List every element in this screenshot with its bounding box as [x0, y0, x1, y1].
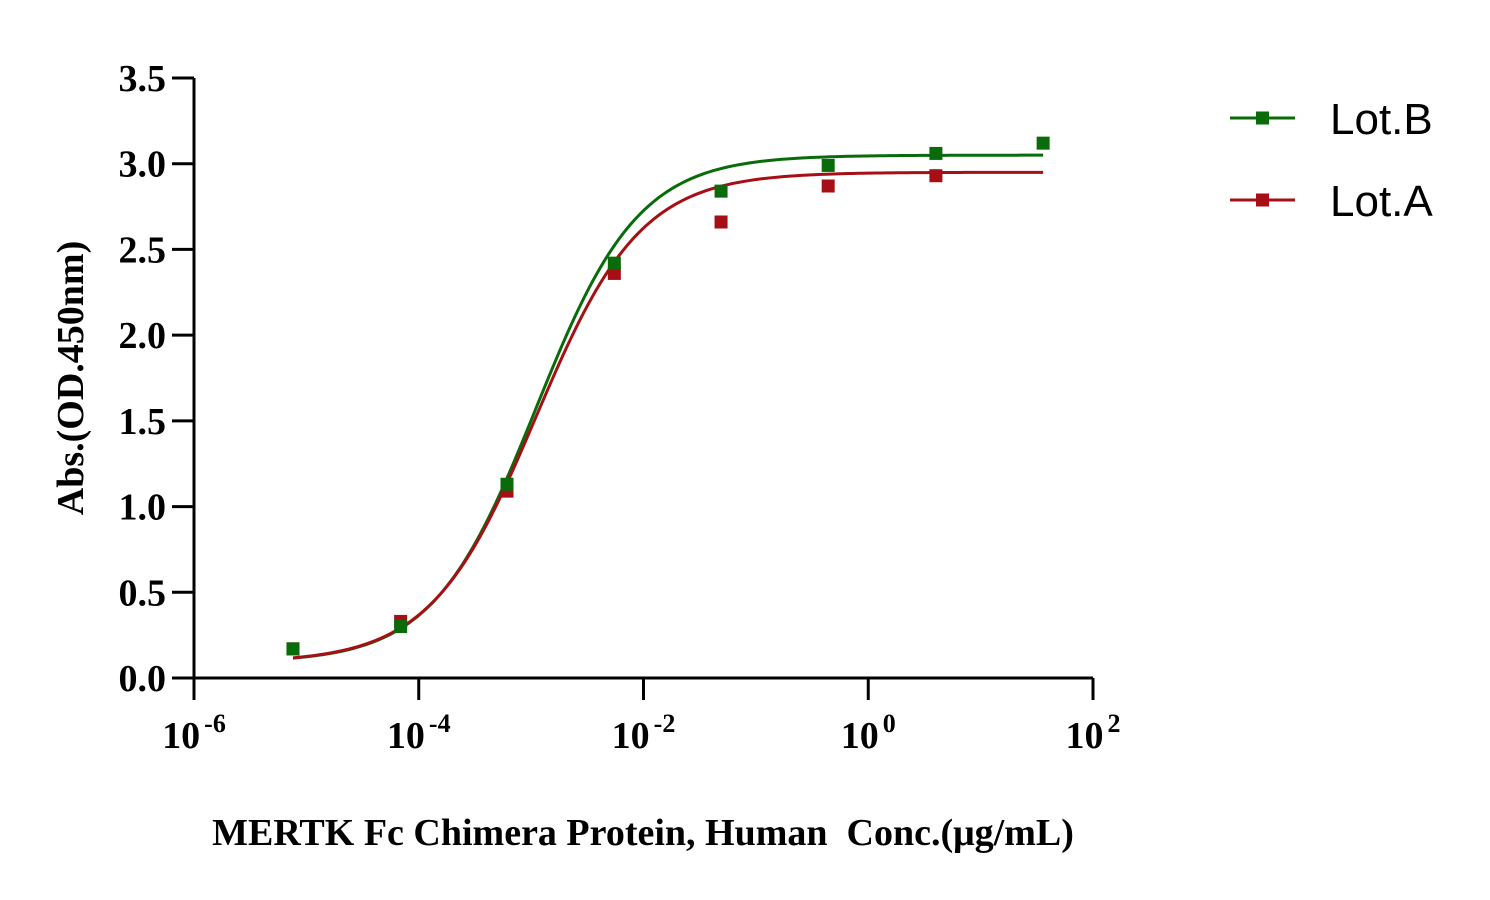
x-tick-label: 10 -6: [162, 709, 226, 757]
y-axis: 0.0 0.5 1.0 1.5 2.0 2.5 3.0 3.5: [119, 58, 196, 700]
y-axis-title: Abs.(OD.450nm): [50, 241, 92, 515]
fit-curve-lot-a: [292, 170, 1044, 660]
data-point: [821, 158, 835, 172]
legend: Lot.B Lot.A: [1230, 95, 1433, 226]
x-axis: 10 -6 10 -4 10 -2 10 0 10 2: [162, 676, 1121, 757]
data-point: [714, 215, 728, 229]
y-tick-label: 2.5: [119, 229, 167, 271]
x-tick-label: 10 0: [841, 709, 896, 757]
fit-curves: [292, 153, 1044, 660]
x-tick-label: 10 -4: [387, 709, 451, 757]
data-point: [714, 184, 728, 198]
x-axis-title: MERTK Fc Chimera Protein, Human Conc.(μg…: [212, 812, 1074, 854]
fit-curve-lot-b: [292, 153, 1044, 660]
data-point: [821, 179, 835, 193]
x-tick-label: 10 2: [1066, 709, 1121, 757]
data-point: [1036, 136, 1050, 150]
x-tick-label: 10 -2: [612, 709, 676, 757]
data-point: [929, 169, 943, 183]
y-tick-label: 1.0: [119, 487, 167, 529]
data-point: [607, 256, 621, 270]
y-tick-label: 1.5: [119, 401, 167, 443]
data-point: [607, 266, 621, 280]
y-tick-label: 3.5: [119, 58, 167, 100]
data-point: [500, 477, 514, 491]
legend-label: Lot.A: [1330, 177, 1433, 226]
legend-marker: [1256, 193, 1269, 207]
y-tick-label: 0.0: [119, 658, 167, 700]
legend-label: Lot.B: [1330, 95, 1433, 144]
data-point: [394, 620, 408, 634]
y-tick-label: 0.5: [119, 572, 167, 614]
data-point: [929, 146, 943, 160]
legend-marker: [1256, 111, 1269, 125]
y-tick-label: 3.0: [119, 144, 167, 186]
y-tick-label: 2.0: [119, 315, 167, 357]
data-point: [286, 642, 300, 656]
data-points: [286, 136, 1050, 656]
